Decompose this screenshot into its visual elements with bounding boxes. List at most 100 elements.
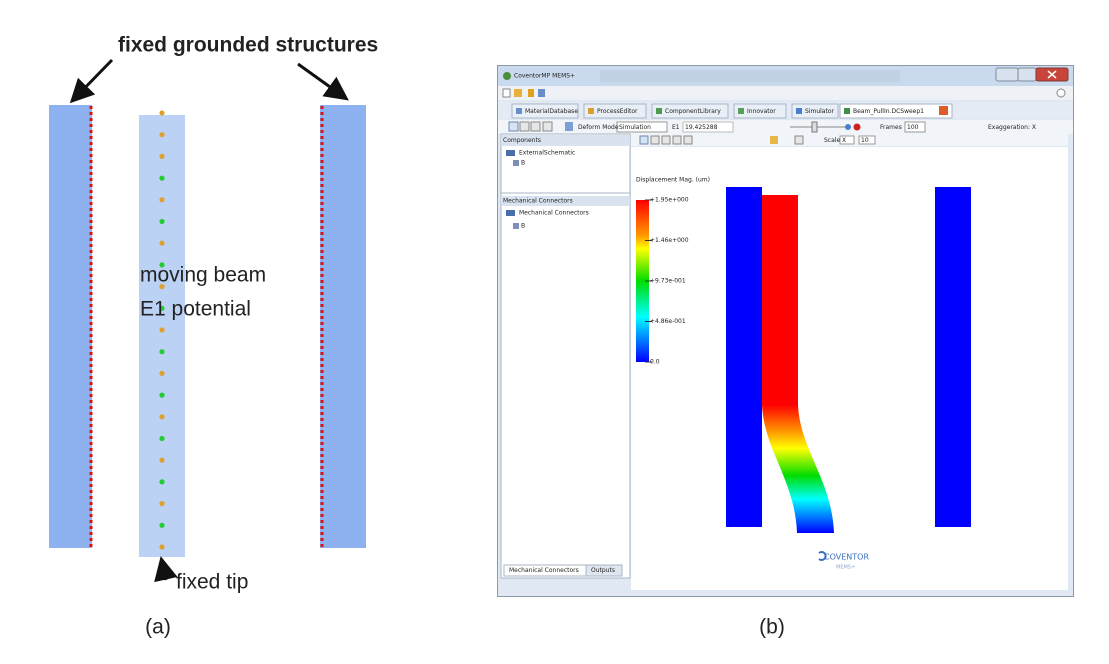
logo-product: MEMS+ — [836, 565, 855, 571]
node — [159, 370, 165, 376]
callout: fixed grounded structures — [118, 34, 378, 57]
mode-select[interactable]: Simulation — [619, 124, 651, 131]
tree-item[interactable]: B — [521, 223, 525, 230]
bottom-tab[interactable] — [585, 564, 623, 577]
tab[interactable] — [511, 103, 579, 119]
node — [159, 305, 165, 311]
ground-right — [320, 105, 366, 548]
node — [159, 218, 165, 225]
moving-beam — [139, 115, 185, 557]
frames-label: Frames — [880, 124, 902, 131]
tab-label[interactable]: Beam_PullIn.DCSweep1 — [853, 108, 924, 115]
logo-name: COVENTOR — [824, 553, 869, 562]
node — [159, 327, 165, 333]
frames-select[interactable]: 100 — [907, 124, 919, 131]
tree-item[interactable]: Mechanical Connectors — [519, 210, 589, 217]
legend-label: +1.46e+000 — [650, 237, 689, 244]
maximize-button[interactable] — [1017, 67, 1037, 82]
beam-label: moving beam — [140, 264, 266, 287]
view-toolbar-icons — [639, 135, 876, 145]
logo-icon — [818, 551, 827, 561]
legend-label: +4.86e-001 — [650, 318, 686, 325]
tab-icon — [796, 108, 802, 114]
panel-header — [501, 135, 630, 146]
menu-bar — [498, 86, 1073, 100]
scale-label: Scale — [824, 137, 840, 144]
app-icon — [503, 72, 511, 80]
tab[interactable] — [791, 103, 839, 119]
tabs: MaterialDatabase ProcessEditor ComponentLi… — [511, 103, 953, 119]
legend-labels: +1.95e+000 +1.46e+000 +9.73e-001 +4.86e-001… — [645, 197, 689, 366]
node — [159, 479, 165, 485]
node — [159, 435, 165, 442]
exaggeration[interactable]: Exaggeration: X — [988, 124, 1036, 131]
blurred-area — [600, 70, 900, 82]
tab-label[interactable]: Simulator — [805, 108, 834, 115]
node — [159, 262, 165, 268]
panel-title: Mechanical Connectors — [503, 198, 573, 205]
tree-icon — [513, 223, 519, 229]
toolbar-icons — [508, 121, 926, 133]
bottom-tab-label[interactable]: Mechanical Connectors — [509, 567, 579, 574]
tab[interactable] — [733, 103, 787, 119]
legend-label: +1.95e+000 — [650, 197, 689, 204]
ground-left — [726, 187, 762, 527]
deformed-beam — [762, 195, 834, 533]
tree-item[interactable]: B — [521, 160, 525, 167]
tab-icon — [738, 108, 744, 114]
viewport — [631, 147, 1068, 590]
node — [159, 284, 165, 290]
arrow — [297, 62, 349, 101]
ground-left — [49, 105, 92, 548]
tab[interactable] — [583, 103, 647, 119]
beam-label: E1 potential — [140, 298, 251, 321]
bottom-tab-label[interactable]: Outputs — [591, 567, 615, 574]
arrow — [69, 58, 114, 104]
legend-title: Displacement Mag. (um) — [636, 177, 710, 184]
parameter-value: 19.425288 — [685, 124, 718, 131]
node — [159, 153, 165, 159]
tab-label[interactable]: Innovator — [747, 108, 776, 115]
caption: (a) — [145, 616, 171, 639]
tree-item[interactable]: ExternalSchematic — [519, 150, 575, 157]
side-panel — [500, 133, 631, 579]
ground-right — [935, 187, 971, 527]
node — [159, 414, 165, 420]
tab-icon — [516, 108, 522, 114]
node — [159, 175, 165, 181]
tree-icon — [506, 150, 515, 156]
node — [159, 110, 165, 116]
tab-label[interactable]: MaterialDatabase — [525, 108, 578, 115]
arrow — [154, 556, 178, 583]
tab-icon — [588, 108, 594, 114]
scale-axis[interactable]: X — [842, 137, 846, 144]
tab-label[interactable]: ProcessEditor — [597, 108, 638, 115]
tab[interactable] — [839, 103, 953, 119]
node — [159, 240, 165, 246]
scale-value[interactable]: 10 — [861, 137, 869, 144]
panel-a: fixed grounded structures moving beam E1… — [49, 34, 378, 639]
close-icon — [1047, 70, 1057, 79]
node — [159, 349, 165, 355]
tab-icon — [844, 108, 850, 114]
node — [159, 522, 165, 528]
window-title: CoventorMP MEMS+ — [514, 73, 575, 80]
tab-label[interactable]: ComponentLibrary — [665, 108, 721, 115]
parameter-label: E1 — [672, 124, 680, 131]
panel-header — [501, 196, 630, 206]
node — [159, 457, 165, 463]
tab-close[interactable] — [939, 106, 948, 115]
node — [159, 132, 165, 138]
tree-icon — [506, 210, 515, 216]
toolbar-label: Deform Mode — [578, 124, 619, 131]
node — [159, 544, 165, 550]
beam-nodes — [159, 110, 165, 550]
legend-label: +9.73e-001 — [650, 278, 686, 285]
panel-b: CoventorMP MEMS+ MaterialDatabase Process… — [497, 65, 1074, 639]
node — [159, 501, 165, 507]
node — [159, 392, 165, 398]
minimize-button[interactable] — [995, 67, 1019, 82]
tab[interactable] — [651, 103, 729, 119]
tab-icon — [656, 108, 662, 114]
